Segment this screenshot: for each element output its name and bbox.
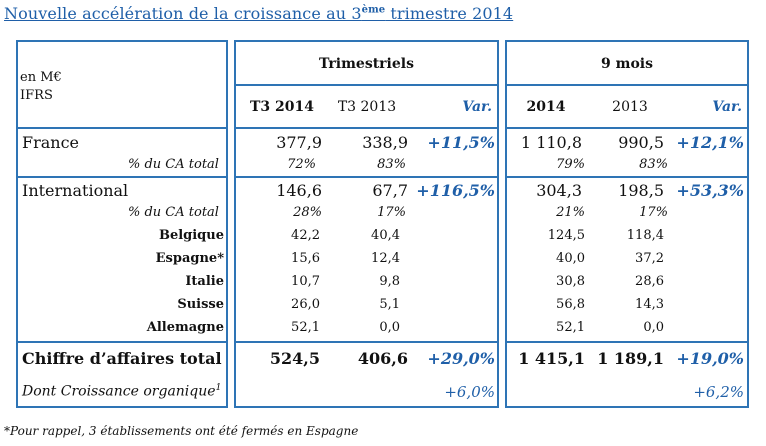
cell: 10,7 bbox=[291, 274, 320, 289]
cell-var: +53,3% bbox=[676, 181, 744, 200]
cell: 406,6 bbox=[357, 349, 408, 368]
cell: 40,4 bbox=[371, 228, 400, 243]
col-2014: 2014 bbox=[526, 99, 566, 115]
cell-var: +12,1% bbox=[676, 133, 744, 152]
unit-label: en M€ bbox=[20, 70, 62, 85]
header-sep-top-9m bbox=[505, 84, 749, 86]
cell: 14,3 bbox=[635, 297, 664, 312]
cell: 26,0 bbox=[291, 297, 320, 312]
cell: 83% bbox=[639, 157, 668, 172]
row-france-pct-label: % du CA total bbox=[128, 157, 219, 172]
sep-france bbox=[16, 176, 228, 178]
row-espagne-label: Espagne* bbox=[155, 251, 224, 266]
cell: 146,6 bbox=[276, 181, 322, 200]
cell: 0,0 bbox=[643, 320, 664, 335]
title-superscript: ème bbox=[361, 4, 386, 16]
cell: 67,7 bbox=[372, 181, 408, 200]
ninemonths-box bbox=[505, 40, 749, 408]
row-france-label: France bbox=[22, 133, 80, 152]
cell: 1 110,8 bbox=[520, 133, 582, 152]
header-sep-9 bbox=[505, 127, 749, 129]
row-italie-label: Italie bbox=[185, 274, 224, 289]
col-2013: 2013 bbox=[612, 99, 648, 115]
cell: 37,2 bbox=[635, 251, 664, 266]
cell: 28% bbox=[293, 205, 322, 220]
sep-total-q bbox=[234, 341, 499, 343]
cell: 17% bbox=[639, 205, 668, 220]
header-sep-top bbox=[234, 84, 499, 86]
cell-var: +6,2% bbox=[693, 383, 744, 401]
page-title: Nouvelle accélération de la croissance a… bbox=[4, 4, 513, 23]
sep-france-9 bbox=[505, 176, 749, 178]
sep-total bbox=[16, 341, 228, 343]
cell: 28,6 bbox=[635, 274, 664, 289]
cell: 198,5 bbox=[618, 181, 664, 200]
title-text-suffix: trimestre 2014 bbox=[385, 4, 514, 23]
row-allemagne-label: Allemagne bbox=[146, 320, 224, 335]
cell-var: +29,0% bbox=[427, 349, 495, 368]
col-var-9: Var. bbox=[712, 99, 742, 115]
cell: 990,5 bbox=[618, 133, 664, 152]
cell: 377,9 bbox=[276, 133, 322, 152]
cell: 17% bbox=[377, 205, 406, 220]
label-column-box bbox=[16, 40, 228, 408]
cell: 5,1 bbox=[379, 297, 400, 312]
standard-label: IFRS bbox=[20, 88, 53, 103]
cell: 52,1 bbox=[291, 320, 320, 335]
cell-var: +116,5% bbox=[416, 181, 495, 200]
cell: 124,5 bbox=[547, 228, 585, 243]
group-ninemonths: 9 mois bbox=[601, 56, 653, 72]
cell: 1 189,1 bbox=[597, 349, 664, 368]
footnote: *Pour rappel, 3 établissements ont été f… bbox=[4, 424, 359, 438]
cell: 304,3 bbox=[536, 181, 582, 200]
row-organic-label: Dont Croissance organique1 bbox=[22, 383, 221, 400]
cell: 56,8 bbox=[556, 297, 585, 312]
cell: 15,6 bbox=[291, 251, 320, 266]
cell: 338,9 bbox=[362, 133, 408, 152]
row-total-label: Chiffre d’affaires total bbox=[22, 349, 222, 368]
cell: 524,5 bbox=[269, 349, 320, 368]
quarterly-box bbox=[234, 40, 499, 408]
title-text: Nouvelle accélération de la croissance a… bbox=[4, 4, 362, 23]
sep-total-9 bbox=[505, 341, 749, 343]
cell: 42,2 bbox=[291, 228, 320, 243]
cell: 0,0 bbox=[379, 320, 400, 335]
cell-var: +19,0% bbox=[676, 349, 744, 368]
group-quarterly: Trimestriels bbox=[319, 56, 414, 72]
cell: 1 415,1 bbox=[518, 349, 585, 368]
cell: 52,1 bbox=[556, 320, 585, 335]
row-international-pct-label: % du CA total bbox=[128, 205, 219, 220]
cell: 9,8 bbox=[379, 274, 400, 289]
cell: 72% bbox=[287, 157, 316, 172]
row-suisse-label: Suisse bbox=[177, 297, 224, 312]
cell: 83% bbox=[377, 157, 406, 172]
header-sep bbox=[16, 127, 228, 129]
col-t3-2014: T3 2014 bbox=[250, 99, 314, 115]
col-t3-2013: T3 2013 bbox=[337, 99, 397, 115]
sep-france-q bbox=[234, 176, 499, 178]
cell: 118,4 bbox=[626, 228, 664, 243]
cell: 30,8 bbox=[556, 274, 585, 289]
organic-footnote-ref: 1 bbox=[215, 383, 222, 393]
cell: 21% bbox=[556, 205, 585, 220]
row-belgique-label: Belgique bbox=[158, 228, 224, 243]
header-sep-q bbox=[234, 127, 499, 129]
col-var-q: Var. bbox=[462, 99, 492, 115]
organic-label-text: Dont Croissance organique bbox=[22, 383, 216, 400]
cell-var: +11,5% bbox=[427, 133, 495, 152]
cell: 40,0 bbox=[556, 251, 585, 266]
cell: 12,4 bbox=[371, 251, 400, 266]
cell-var: +6,0% bbox=[444, 383, 495, 401]
cell: 79% bbox=[556, 157, 585, 172]
row-international-label: International bbox=[22, 181, 129, 200]
